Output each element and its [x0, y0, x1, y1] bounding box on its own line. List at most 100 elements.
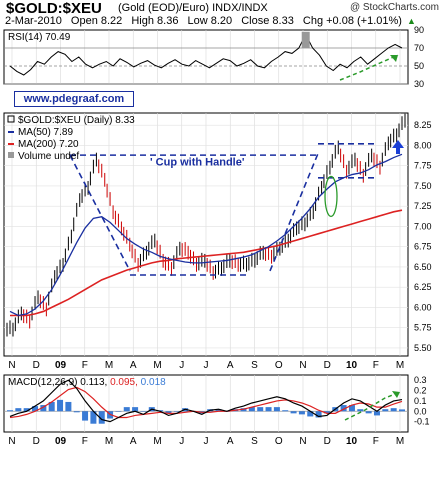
macd-label: MACD(12,26,9) 0.113, 0.095, 0.018 — [8, 377, 166, 388]
close-value: Close 8.33 — [241, 15, 294, 27]
macd-hist-bar — [282, 410, 289, 412]
macd-xtick-label: D — [324, 436, 331, 447]
macd-hist-bar — [32, 406, 39, 412]
ma200-legend-label: MA(200) 7.20 — [18, 139, 79, 150]
gap-ellipse — [324, 175, 338, 218]
ohlc-summary: 2-Mar-2010 Open 8.22 High 8.36 Low 8.20 … — [5, 15, 422, 27]
date-value: 2-Mar-2010 — [5, 15, 62, 27]
price-xtick-label: A — [227, 360, 234, 371]
price-ytick-label: 8.25 — [414, 120, 432, 130]
volume-legend-label: Volume undef — [18, 151, 79, 162]
rsi-ytick-label: 50 — [414, 61, 424, 71]
macd-xtick-label: A — [227, 436, 234, 447]
change-up-icon: ▲ — [407, 16, 416, 26]
high-value: High 8.36 — [131, 15, 179, 27]
cup-right-wall — [269, 153, 319, 272]
price-ytick-label: 6.75 — [414, 242, 432, 252]
macd-hist-bar — [382, 409, 389, 412]
macd-xtick-label: F — [373, 436, 379, 447]
price-xtick-label: N — [299, 360, 306, 371]
macd-hist-bar — [265, 407, 272, 412]
macd-xtick-label: N — [299, 436, 306, 447]
macd-hist-bar — [165, 411, 172, 414]
rsi-ytick-label: 30 — [414, 79, 424, 89]
macd-hist-bar — [140, 411, 147, 412]
macd-xtick-label: O — [275, 436, 283, 447]
macd-ytick-label: 0.1 — [414, 396, 427, 406]
macd-xtick-label: M — [153, 436, 161, 447]
price-xtick-label: N — [8, 360, 15, 371]
price-ytick-label: 6.25 — [414, 282, 432, 292]
macd-hist-bar — [98, 411, 105, 424]
open-value: Open 8.22 — [70, 15, 123, 27]
price-ytick-label: 7.75 — [414, 161, 432, 171]
macd-xtick-label: J — [204, 436, 209, 447]
macd-hist-bar — [273, 407, 280, 412]
macd-xtick-label: A — [130, 436, 137, 447]
macd-ytick-label: 0.0 — [414, 406, 427, 416]
macd-hist-bar — [390, 408, 397, 412]
macd-hist-bar — [15, 408, 22, 412]
price-xtick-label: S — [251, 360, 258, 371]
macd-xtick-label: 09 — [55, 436, 67, 447]
volume-legend-swatch — [8, 152, 14, 158]
macd-hist-bar — [48, 401, 55, 412]
price-ytick-label: 5.50 — [414, 343, 432, 353]
price-ytick-label: 6.00 — [414, 302, 432, 312]
macd-hist-bar — [365, 411, 372, 414]
price-xtick-label: M — [396, 360, 404, 371]
price-xtick-label: J — [179, 360, 184, 371]
macd-hist-bar — [23, 408, 30, 412]
macd-hist-bar — [257, 407, 264, 412]
price-ytick-label: 7.50 — [414, 181, 432, 191]
chart-credit: @ StockCharts.com — [349, 2, 439, 13]
chart-subtitle: (Gold (EOD)/Euro) INDX/INDX — [118, 2, 268, 14]
macd-hist-bar — [73, 411, 80, 413]
macd-hist-bar — [357, 409, 364, 412]
rsi-label: RSI(14) 70.49 — [8, 32, 71, 43]
macd-hist-bar — [290, 411, 297, 414]
macd-hist-bar — [307, 411, 314, 417]
price-ytick-label: 5.75 — [414, 323, 432, 333]
price-xtick-label: F — [82, 360, 88, 371]
macd-hist-bar — [123, 407, 130, 412]
price-xtick-label: D — [324, 360, 331, 371]
rsi-ytick-label: 70 — [414, 43, 424, 53]
cup-with-handle-label: ' Cup with Handle' — [150, 157, 245, 169]
macd-hist-bar — [57, 399, 64, 412]
macd-xtick-label: M — [105, 436, 113, 447]
ma200-line — [10, 209, 403, 317]
breakout-arrow-icon — [392, 140, 404, 154]
macd-xtick-label: J — [179, 436, 184, 447]
macd-hist-bar — [315, 411, 322, 418]
macd-hist-bar — [7, 410, 13, 412]
rsi-line — [9, 33, 403, 76]
macd-xtick-label: F — [82, 436, 88, 447]
macd-hist-bar — [399, 409, 405, 412]
price-ytick-label: 8.00 — [414, 140, 432, 150]
change-value: Chg +0.08 (+1.01%) — [302, 15, 402, 27]
chart-title: $GOLD:$XEU — [6, 0, 102, 17]
macd-xtick-label: M — [396, 436, 404, 447]
macd-trend-arrowhead — [392, 391, 400, 398]
macd-ytick-label: 0.2 — [414, 386, 427, 396]
price-xtick-label: F — [373, 360, 379, 371]
macd-hist-bar — [132, 407, 139, 412]
price-legend-swatch — [7, 115, 15, 123]
price-xtick-label: D — [33, 360, 40, 371]
macd-xtick-label: 10 — [346, 436, 358, 447]
price-xtick-label: 09 — [55, 360, 67, 371]
macd-hist-bar — [323, 411, 330, 414]
price-xtick-label: M — [105, 360, 113, 371]
ma50-legend-label: MA(50) 7.89 — [18, 127, 73, 138]
watermark-label: www.pdegraaf.com — [14, 91, 134, 107]
macd-hist-bar — [373, 411, 380, 416]
macd-hist-bar — [348, 405, 355, 412]
price-xtick-label: J — [204, 360, 209, 371]
macd-ytick-label: 0.3 — [414, 375, 427, 385]
macd-line — [9, 379, 403, 423]
price-xtick-label: O — [275, 360, 283, 371]
price-xtick-label: 10 — [346, 360, 358, 371]
macd-xtick-label: S — [251, 436, 258, 447]
price-xtick-label: M — [153, 360, 161, 371]
